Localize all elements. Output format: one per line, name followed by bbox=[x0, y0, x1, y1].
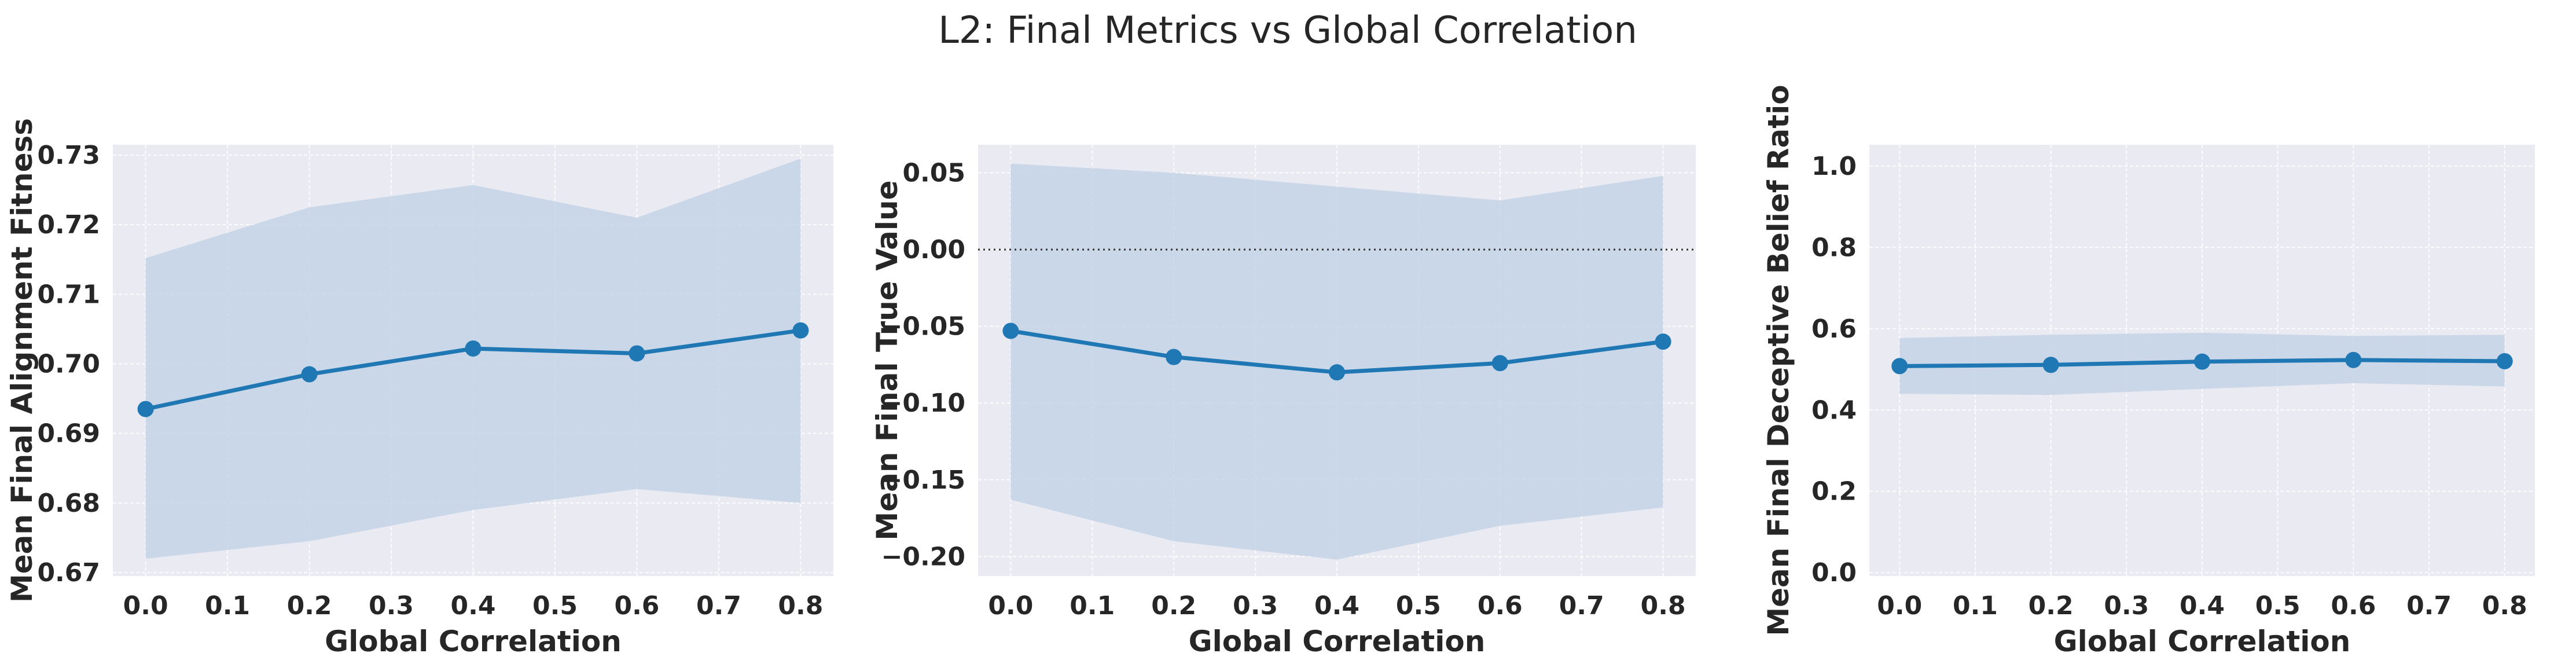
chart-2-xtick-label-3: 0.3 bbox=[1233, 591, 1278, 621]
chart-3-xtick-label-5: 0.5 bbox=[2255, 591, 2301, 621]
chart-3-xtick-label-2: 0.2 bbox=[2029, 591, 2074, 621]
chart-3-ytick-label-1: 0.2 bbox=[1811, 477, 1857, 507]
chart-3-xtick-label-4: 0.4 bbox=[2180, 591, 2225, 621]
chart-3-xtick-label-1: 0.1 bbox=[1953, 591, 1998, 621]
chart-3-point-1 bbox=[2042, 357, 2059, 373]
chart-2-ytick-label-3: −0.05 bbox=[881, 312, 965, 342]
chart-2-ytick-label-0: −0.20 bbox=[881, 542, 965, 571]
chart-2-xtick-label-8: 0.8 bbox=[1641, 591, 1686, 621]
chart-2: 0.0 0.1 0.2 0.3 0.4 0.5 0.6 0.7 0.8 −0.20 −0.15 −0.… bbox=[870, 145, 1696, 658]
chart-3-point-2 bbox=[2194, 353, 2210, 370]
chart-3-ytick-label-3: 0.6 bbox=[1811, 314, 1857, 344]
chart-3-ytick-label-0: 0.0 bbox=[1811, 558, 1857, 588]
chart-3-point-3 bbox=[2345, 351, 2362, 368]
chart-2-point-0 bbox=[1002, 322, 1019, 339]
chart-1-confidence-band bbox=[145, 159, 801, 559]
chart-1-point-0 bbox=[137, 401, 154, 417]
chart-1-ytick-label-1: 0.68 bbox=[37, 489, 100, 518]
chart-3-ytick-label-5: 1.0 bbox=[1811, 152, 1857, 181]
chart-1-xtick-label-6: 0.6 bbox=[614, 591, 659, 621]
chart-2-xtick-label-0: 0.0 bbox=[988, 591, 1033, 621]
chart-2-ytick-label-5: 0.05 bbox=[902, 159, 965, 188]
chart-2-point-3 bbox=[1491, 355, 1508, 372]
chart-3-ytick-label-4: 0.8 bbox=[1811, 233, 1857, 262]
chart-1-xtick-label-2: 0.2 bbox=[287, 591, 332, 621]
chart-1-ytick-label-5: 0.72 bbox=[37, 210, 100, 240]
chart-1-xtick-label-3: 0.3 bbox=[369, 591, 414, 621]
chart-2-ytick-label-1: −0.15 bbox=[881, 465, 965, 495]
chart-2-ytick-label-2: −0.10 bbox=[881, 388, 965, 418]
chart-2-xtick-label-7: 0.7 bbox=[1559, 591, 1604, 621]
chart-1-point-4 bbox=[792, 322, 809, 339]
chart-1-xtick-label-8: 0.8 bbox=[778, 591, 823, 621]
chart-1: 0.0 0.1 0.2 0.3 0.4 0.5 0.6 0.7 0.8 0.67 0.68 0.69 0… bbox=[5, 118, 833, 658]
chart-3-xtick-label-0: 0.0 bbox=[1877, 591, 1922, 621]
chart-3-ytick-label-2: 0.4 bbox=[1811, 395, 1857, 425]
chart-2-point-2 bbox=[1329, 364, 1345, 381]
chart-2-xtick-label-1: 0.1 bbox=[1070, 591, 1115, 621]
chart-2-xtick-label-6: 0.6 bbox=[1478, 591, 1523, 621]
chart-1-xlabel: Global Correlation bbox=[325, 625, 622, 658]
chart-3-xtick-label-6: 0.6 bbox=[2331, 591, 2376, 621]
chart-1-point-2 bbox=[465, 340, 482, 357]
chart-1-point-3 bbox=[629, 345, 645, 362]
chart-1-point-1 bbox=[301, 366, 318, 383]
chart-2-point-4 bbox=[1655, 333, 1671, 350]
chart-3: 0.0 0.1 0.2 0.3 0.4 0.5 0.6 0.7 0.8 0.0 0.2 0.4 0.6 0… bbox=[1762, 85, 2535, 658]
chart-2-xtick-label-2: 0.2 bbox=[1151, 591, 1196, 621]
chart-2-xtick-label-4: 0.4 bbox=[1314, 591, 1359, 621]
chart-3-point-0 bbox=[1891, 358, 1908, 375]
chart-2-xtick-label-5: 0.5 bbox=[1396, 591, 1441, 621]
chart-3-point-4 bbox=[2496, 353, 2513, 369]
figure-title: L2: Final Metrics vs Global Correlation bbox=[938, 9, 1637, 52]
chart-1-ytick-label-3: 0.70 bbox=[37, 350, 100, 379]
chart-1-xtick-label-4: 0.4 bbox=[451, 591, 496, 621]
chart-1-xtick-label-7: 0.7 bbox=[696, 591, 741, 621]
chart-3-xtick-label-7: 0.7 bbox=[2406, 591, 2452, 621]
chart-2-confidence-band bbox=[1010, 163, 1663, 560]
chart-1-xtick-label-1: 0.1 bbox=[205, 591, 250, 621]
chart-1-ytick-label-6: 0.73 bbox=[37, 141, 100, 170]
chart-2-xlabel: Global Correlation bbox=[1189, 625, 1486, 658]
chart-3-ylabel: Mean Final Deceptive Belief Ratio bbox=[1762, 85, 1795, 636]
chart-2-point-1 bbox=[1166, 348, 1182, 365]
chart-1-ytick-label-2: 0.69 bbox=[37, 419, 100, 449]
chart-1-ytick-label-0: 0.67 bbox=[37, 558, 100, 588]
chart-1-xtick-label-5: 0.5 bbox=[532, 591, 578, 621]
chart-3-xtick-label-8: 0.8 bbox=[2482, 591, 2527, 621]
chart-1-ytick-label-4: 0.71 bbox=[37, 280, 100, 309]
charts-container: 0.0 0.1 0.2 0.3 0.4 0.5 0.6 0.7 0.8 0.67 0.68 0.69 0… bbox=[5, 85, 2535, 658]
chart-3-xtick-label-3: 0.3 bbox=[2104, 591, 2149, 621]
chart-2-ytick-label-4: 0.00 bbox=[902, 235, 965, 265]
chart-1-ylabel: Mean Final Alignment Fitness bbox=[5, 118, 39, 603]
chart-3-xlabel: Global Correlation bbox=[2054, 625, 2351, 658]
chart-2-ylabel: Mean Final True Value bbox=[870, 180, 904, 540]
chart-1-xtick-label-0: 0.0 bbox=[123, 591, 168, 621]
